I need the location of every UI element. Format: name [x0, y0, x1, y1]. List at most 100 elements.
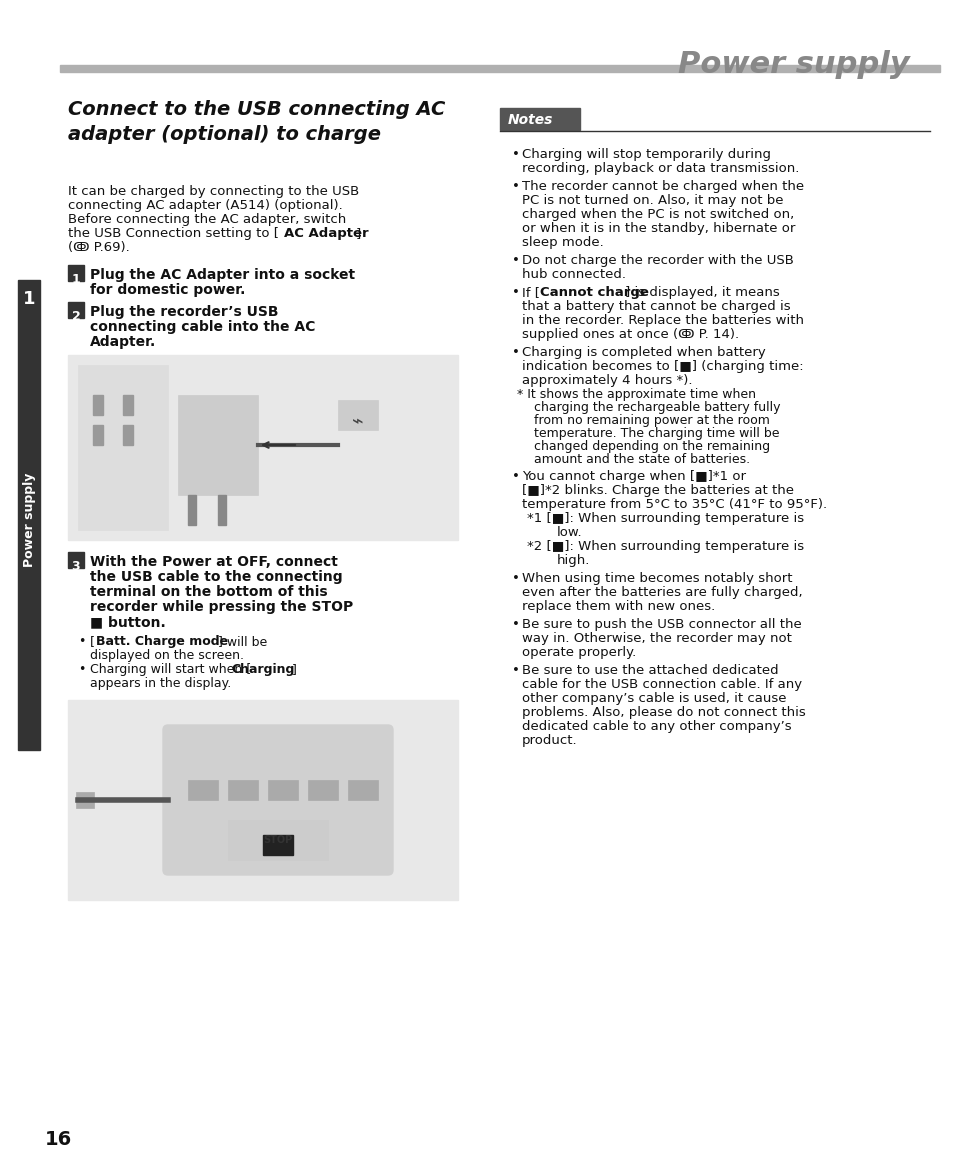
Text: recording, playback or data transmission.: recording, playback or data transmission… — [521, 162, 799, 175]
Text: 2: 2 — [71, 310, 80, 323]
Text: indication becomes to [■] (charging time:: indication becomes to [■] (charging time… — [521, 360, 802, 373]
Text: •: • — [512, 286, 519, 299]
Text: product.: product. — [521, 734, 577, 747]
Text: Charging will start when [: Charging will start when [ — [90, 664, 251, 676]
Text: ] is displayed, it means: ] is displayed, it means — [624, 286, 779, 299]
Text: hub connected.: hub connected. — [521, 267, 625, 281]
Text: Plug the AC Adapter into a socket: Plug the AC Adapter into a socket — [90, 267, 355, 283]
Bar — [18, 280, 40, 750]
Text: Cannot charge: Cannot charge — [539, 286, 648, 299]
Bar — [68, 552, 84, 569]
Text: sleep mode.: sleep mode. — [521, 236, 603, 249]
Text: Batt. Charge mode: Batt. Charge mode — [96, 635, 228, 648]
Bar — [268, 780, 297, 800]
Text: dedicated cable to any other company’s: dedicated cable to any other company’s — [521, 720, 791, 733]
Text: recorder while pressing the STOP: recorder while pressing the STOP — [90, 600, 353, 614]
Text: terminal on the bottom of this: terminal on the bottom of this — [90, 585, 327, 599]
Text: •: • — [512, 618, 519, 631]
Bar — [68, 356, 457, 540]
Text: Before connecting the AC adapter, switch: Before connecting the AC adapter, switch — [68, 213, 346, 226]
Text: •: • — [78, 664, 85, 676]
Text: ]: ] — [355, 227, 361, 240]
Text: from no remaining power at the room: from no remaining power at the room — [534, 415, 769, 427]
Text: or when it is in the standby, hibernate or: or when it is in the standby, hibernate … — [521, 222, 795, 235]
Text: 1: 1 — [71, 273, 80, 286]
Text: ] will be: ] will be — [218, 635, 267, 648]
Text: •: • — [512, 254, 519, 267]
Bar — [68, 265, 84, 281]
Text: connecting cable into the AC: connecting cable into the AC — [90, 320, 315, 334]
Bar — [123, 425, 132, 445]
Text: If [: If [ — [521, 286, 539, 299]
Text: PC is not turned on. Also, it may not be: PC is not turned on. Also, it may not be — [521, 195, 782, 207]
Text: •: • — [78, 635, 85, 648]
Text: •: • — [512, 346, 519, 359]
Bar — [263, 835, 293, 855]
Text: When using time becomes notably short: When using time becomes notably short — [521, 572, 792, 585]
Text: cable for the USB connection cable. If any: cable for the USB connection cable. If a… — [521, 677, 801, 691]
Text: for domestic power.: for domestic power. — [90, 283, 245, 296]
Bar — [228, 780, 257, 800]
Text: Notes: Notes — [507, 113, 553, 127]
Text: •: • — [512, 470, 519, 483]
Bar — [92, 395, 103, 415]
Text: [: [ — [90, 635, 95, 648]
Text: ■ button.: ■ button. — [90, 615, 166, 629]
Text: appears in the display.: appears in the display. — [90, 677, 231, 690]
Text: Be sure to push the USB connector all the: Be sure to push the USB connector all th… — [521, 618, 801, 631]
Text: the USB Connection setting to [: the USB Connection setting to [ — [68, 227, 278, 240]
Text: approximately 4 hours *).: approximately 4 hours *). — [521, 374, 692, 387]
Text: low.: low. — [557, 526, 582, 538]
Bar — [123, 395, 132, 415]
Text: connecting AC adapter (A514) (optional).: connecting AC adapter (A514) (optional). — [68, 199, 342, 212]
Text: ⌁: ⌁ — [352, 412, 363, 431]
Bar — [188, 494, 195, 525]
Text: temperature from 5°C to 35°C (41°F to 95°F).: temperature from 5°C to 35°C (41°F to 95… — [521, 498, 826, 511]
Text: operate properly.: operate properly. — [521, 646, 636, 659]
Text: replace them with new ones.: replace them with new ones. — [521, 600, 715, 613]
Text: problems. Also, please do not connect this: problems. Also, please do not connect th… — [521, 706, 805, 719]
Text: Connect to the USB connecting AC
adapter (optional) to charge: Connect to the USB connecting AC adapter… — [68, 100, 445, 144]
Text: even after the batteries are fully charged,: even after the batteries are fully charg… — [521, 586, 801, 599]
Bar — [60, 65, 939, 72]
Text: Do not charge the recorder with the USB: Do not charge the recorder with the USB — [521, 254, 793, 267]
Text: Charging is completed when battery: Charging is completed when battery — [521, 346, 765, 359]
Text: ]: ] — [292, 664, 296, 676]
Text: * It shows the approximate time when: * It shows the approximate time when — [517, 388, 755, 401]
Text: •: • — [512, 664, 519, 677]
Text: displayed on the screen.: displayed on the screen. — [90, 648, 244, 662]
Text: Power supply: Power supply — [678, 50, 909, 79]
Text: temperature. The charging time will be: temperature. The charging time will be — [534, 427, 779, 440]
Bar — [308, 780, 337, 800]
Text: *2 [■]: When surrounding temperature is: *2 [■]: When surrounding temperature is — [526, 540, 803, 554]
Bar — [68, 302, 84, 318]
Text: (ↂ P.69).: (ↂ P.69). — [68, 241, 130, 254]
Text: changed depending on the remaining: changed depending on the remaining — [534, 440, 769, 453]
Text: high.: high. — [557, 554, 590, 567]
Text: With the Power at OFF, connect: With the Power at OFF, connect — [90, 555, 337, 569]
Text: •: • — [512, 179, 519, 193]
Text: Charging: Charging — [231, 664, 294, 676]
Text: Charging will stop temporarily during: Charging will stop temporarily during — [521, 148, 770, 161]
Text: STOP: STOP — [263, 835, 293, 845]
FancyBboxPatch shape — [163, 725, 393, 875]
Text: Power supply: Power supply — [23, 472, 35, 567]
Text: supplied ones at once (ↂ P. 14).: supplied ones at once (ↂ P. 14). — [521, 328, 739, 340]
Text: 3: 3 — [71, 560, 80, 573]
Text: charging the rechargeable battery fully: charging the rechargeable battery fully — [534, 401, 780, 415]
Bar — [228, 820, 328, 860]
Text: way in. Otherwise, the recorder may not: way in. Otherwise, the recorder may not — [521, 632, 791, 645]
Text: •: • — [512, 572, 519, 585]
Bar — [76, 792, 94, 808]
Text: *1 [■]: When surrounding temperature is: *1 [■]: When surrounding temperature is — [526, 512, 803, 525]
Bar — [337, 400, 377, 430]
Text: Plug the recorder’s USB: Plug the recorder’s USB — [90, 305, 278, 318]
Text: You cannot charge when [■]*1 or: You cannot charge when [■]*1 or — [521, 470, 745, 483]
Text: 1: 1 — [23, 290, 35, 308]
Text: •: • — [512, 148, 519, 161]
Bar — [92, 425, 103, 445]
Text: It can be charged by connecting to the USB: It can be charged by connecting to the U… — [68, 185, 359, 198]
Bar — [78, 365, 168, 530]
Text: that a battery that cannot be charged is: that a battery that cannot be charged is — [521, 300, 790, 313]
Bar — [188, 780, 218, 800]
